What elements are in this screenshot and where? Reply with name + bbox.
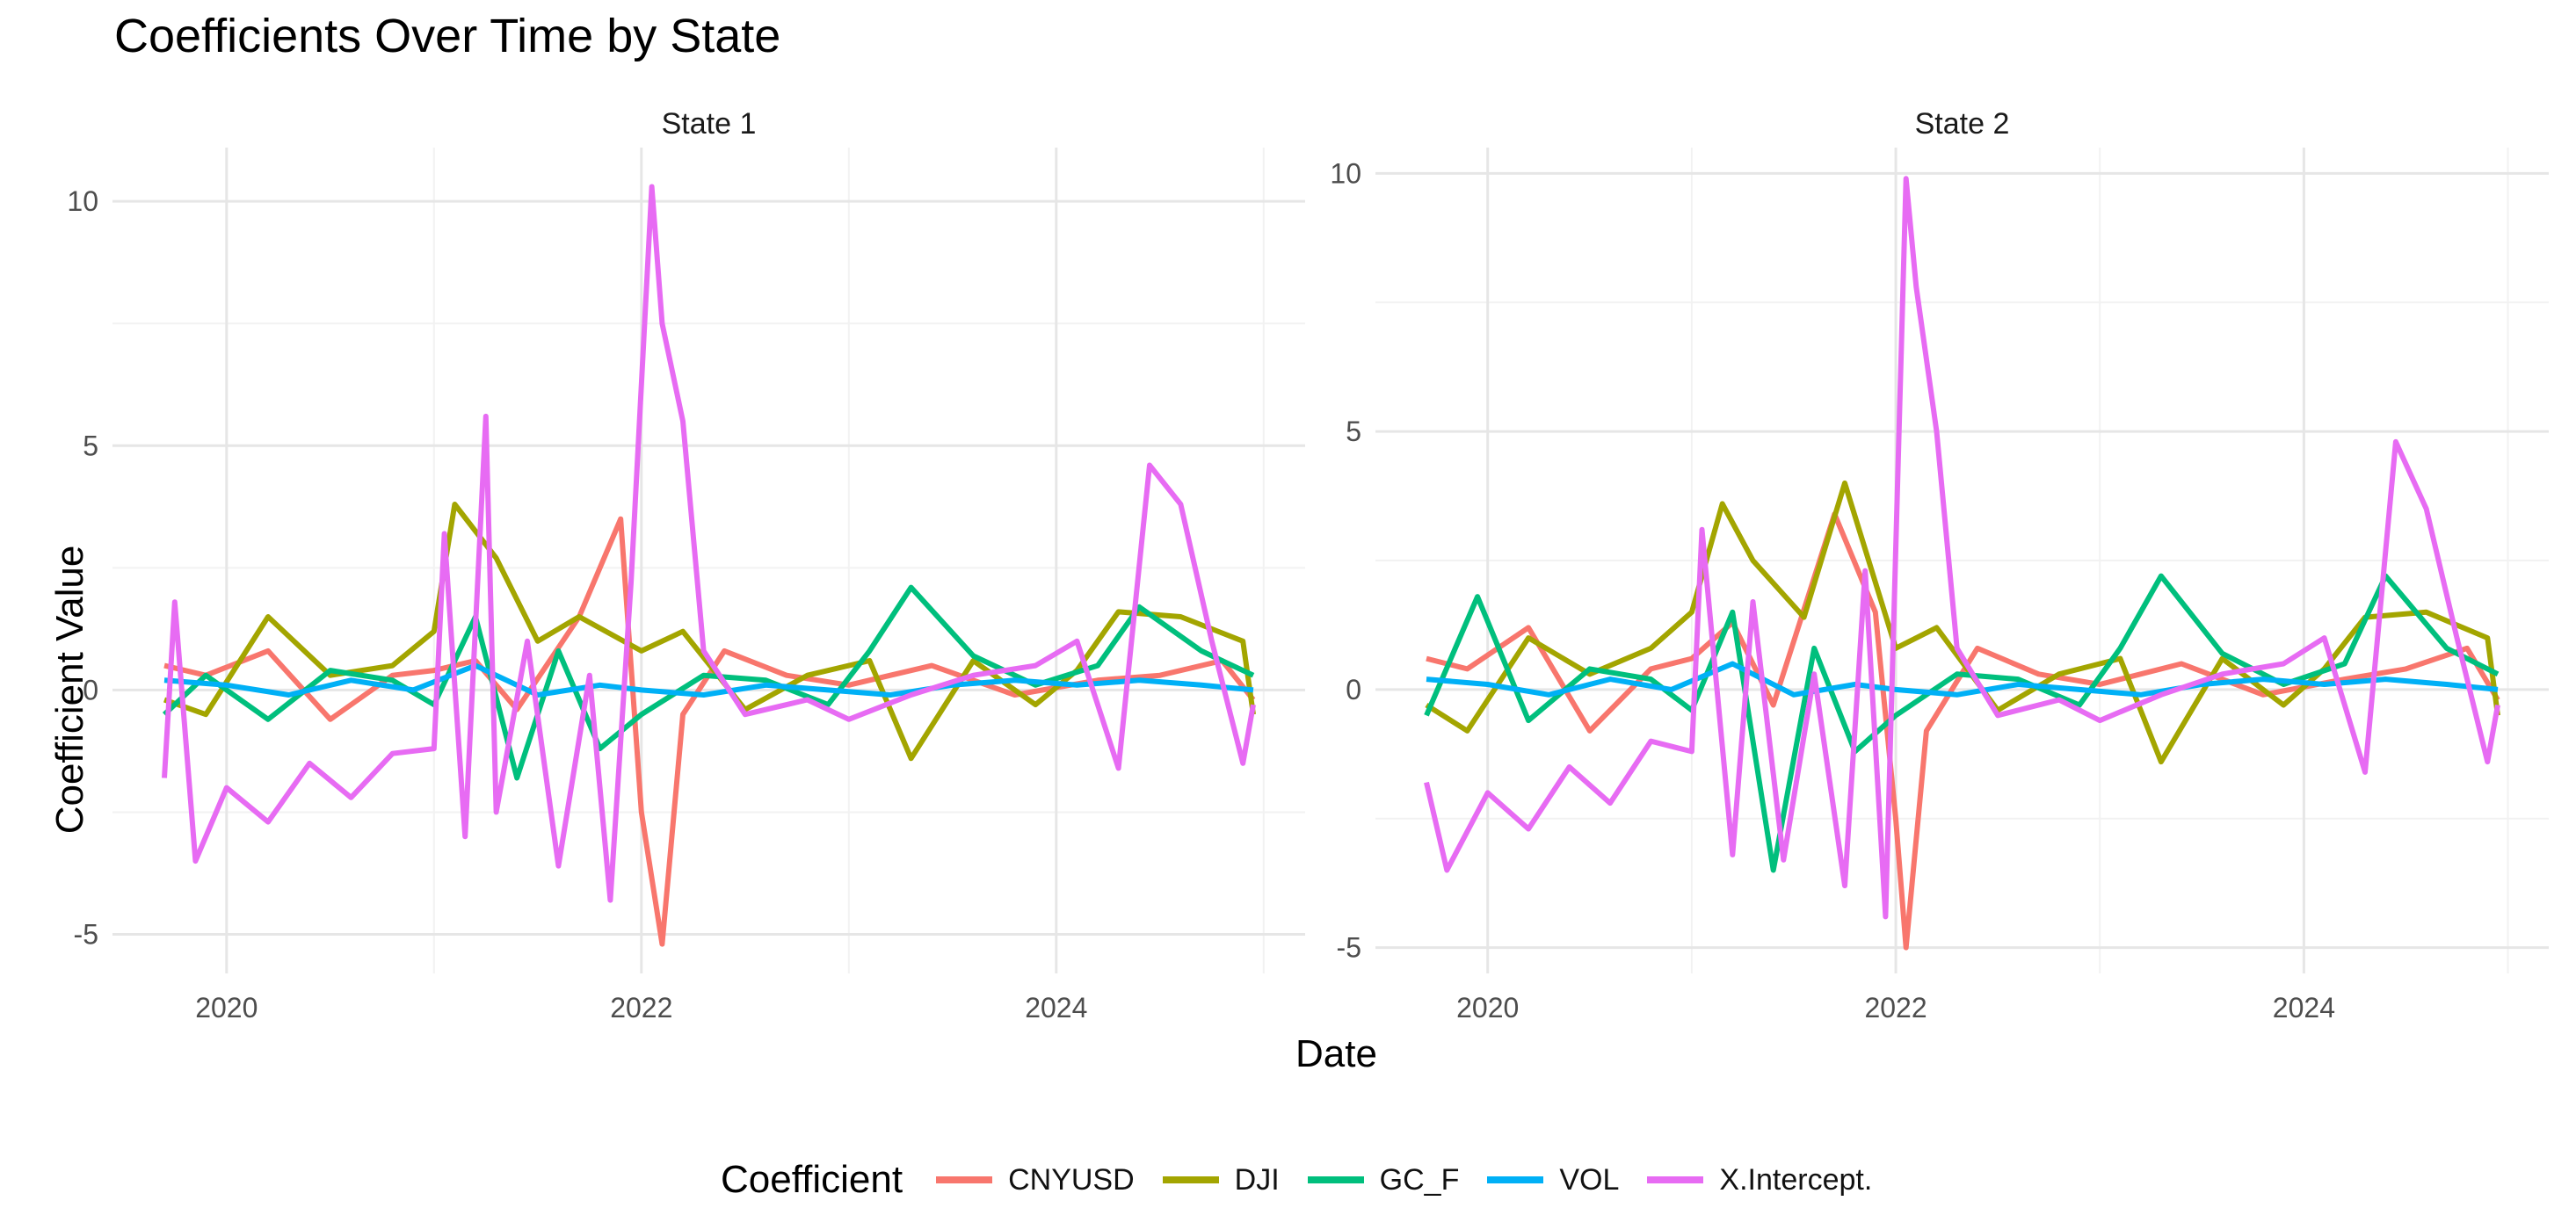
legend-key <box>1162 1176 1219 1183</box>
legend-label: VOL <box>1559 1162 1620 1197</box>
legend-item: DJI <box>1162 1162 1280 1197</box>
x-tick-label: 2020 <box>195 992 258 1024</box>
legend-item: X.Intercept. <box>1647 1163 1872 1197</box>
x-tick-label: 2022 <box>610 992 672 1024</box>
y-tick-label: 5 <box>1346 416 1361 447</box>
series-line-x-intercept- <box>162 184 1256 903</box>
legend-label: CNYUSD <box>1008 1162 1135 1197</box>
legend-key <box>1647 1176 1704 1183</box>
legend-label: X.Intercept. <box>1719 1162 1873 1197</box>
y-tick-label: 0 <box>1346 674 1361 705</box>
series-line-vol <box>1426 661 2499 698</box>
y-tick-label: -5 <box>74 919 98 951</box>
series-line-cnyusd <box>163 516 1256 947</box>
series-line-vol <box>163 662 1254 698</box>
legend-key <box>1307 1176 1364 1183</box>
legend-title: Coefficient <box>721 1158 903 1201</box>
y-tick-label: -5 <box>1337 932 1361 964</box>
series-line-dji <box>1425 480 2500 765</box>
x-tick-label: 2024 <box>2273 992 2335 1024</box>
y-tick-label: 5 <box>83 430 98 461</box>
legend: Coefficient CNYUSD DJI GC_F VOL X.Intercept. <box>721 1158 1900 1202</box>
x-tick-label: 2022 <box>1864 992 1927 1024</box>
y-tick-label: 0 <box>83 674 98 705</box>
legend-key <box>1487 1176 1544 1183</box>
x-tick-label: 2024 <box>1025 992 1087 1024</box>
series-line-dji <box>163 502 1256 762</box>
y-axis-title: Coefficient Value <box>48 545 91 835</box>
y-tick-label: 10 <box>1330 157 1361 189</box>
legend-key <box>936 1176 993 1183</box>
legend-item: CNYUSD <box>936 1163 1135 1197</box>
legend-label: DJI <box>1234 1162 1280 1197</box>
x-tick-label: 2020 <box>1456 992 1519 1024</box>
series-line-x-intercept- <box>1424 176 2500 920</box>
legend-item: GC_F <box>1307 1162 1460 1197</box>
x-axis-title: Date <box>1295 1032 1377 1075</box>
panel-strip-label: State 1 <box>662 107 757 141</box>
legend-label: GC_F <box>1379 1162 1460 1197</box>
series-line-cnyusd <box>1426 511 2500 951</box>
panel-strip-label: State 2 <box>1915 107 2010 141</box>
chart-title: Coefficients Over Time by State <box>114 10 781 62</box>
y-tick-label: 10 <box>67 185 98 217</box>
legend-item: VOL <box>1487 1163 1619 1197</box>
